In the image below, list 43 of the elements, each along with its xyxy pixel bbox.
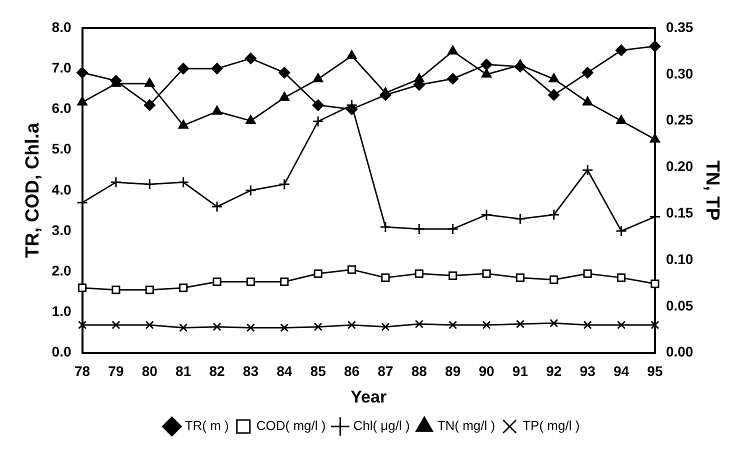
y-tick-label: 3.0	[52, 222, 72, 238]
x-tick-label: 95	[647, 363, 663, 380]
y2-tick-label: 0.30	[666, 65, 694, 82]
x-tick-label: 94	[613, 363, 630, 380]
x-tick-label: 90	[478, 363, 495, 380]
x-tick-label: 81	[176, 363, 192, 380]
y2-tick-label: 0.25	[666, 112, 694, 128]
legend-label: TP( mg/l )	[522, 418, 580, 434]
x-tick-label: 82	[209, 363, 226, 380]
y-tick-label: 7.0	[52, 59, 72, 76]
y-tick-label: 2.0	[52, 262, 72, 278]
x-tick-label: 84	[276, 363, 292, 380]
y-tick-label: 0.0	[52, 344, 72, 360]
x-tick-label: 92	[546, 363, 562, 380]
x-tick-label: 83	[242, 363, 259, 380]
x-tick-label: 93	[580, 363, 596, 380]
y-tick-label: 8.0	[52, 18, 72, 35]
legend-label: Chl( μg/l )	[353, 418, 410, 434]
x-tick-label: 87	[378, 363, 394, 380]
legend-label: TN( mg/l )	[437, 418, 496, 434]
x-tick-label: 88	[411, 363, 428, 380]
y-tick-label: 6.0	[52, 100, 72, 116]
x-tick-label: 80	[142, 363, 158, 380]
y-axis-title: TR, COD, Chl.a	[22, 122, 44, 258]
y-tick-label: 1.0	[52, 303, 72, 320]
x-tick-label: 78	[74, 363, 90, 380]
y2-tick-label: 0.00	[666, 344, 694, 360]
y2-axis-title: TN, TP	[701, 160, 722, 221]
y2-tick-label: 0.15	[666, 204, 694, 220]
x-axis-title: Year	[350, 387, 387, 406]
y2-tick-label: 0.20	[666, 158, 694, 174]
y2-tick-label: 0.10	[666, 250, 694, 267]
y-tick-label: 5.0	[52, 140, 72, 157]
y2-tick-label: 0.05	[666, 297, 694, 314]
x-tick-label: 86	[344, 363, 360, 380]
x-tick-label: 89	[445, 363, 461, 380]
x-tick-label: 85	[310, 363, 326, 380]
y2-tick-label: 0.35	[666, 18, 694, 35]
y-tick-label: 4.0	[52, 181, 72, 198]
legend-label: TR( m )	[184, 418, 229, 434]
x-tick-label: 91	[512, 363, 528, 380]
legend-label: COD( mg/l )	[256, 418, 326, 434]
x-tick-label: 79	[108, 363, 124, 380]
